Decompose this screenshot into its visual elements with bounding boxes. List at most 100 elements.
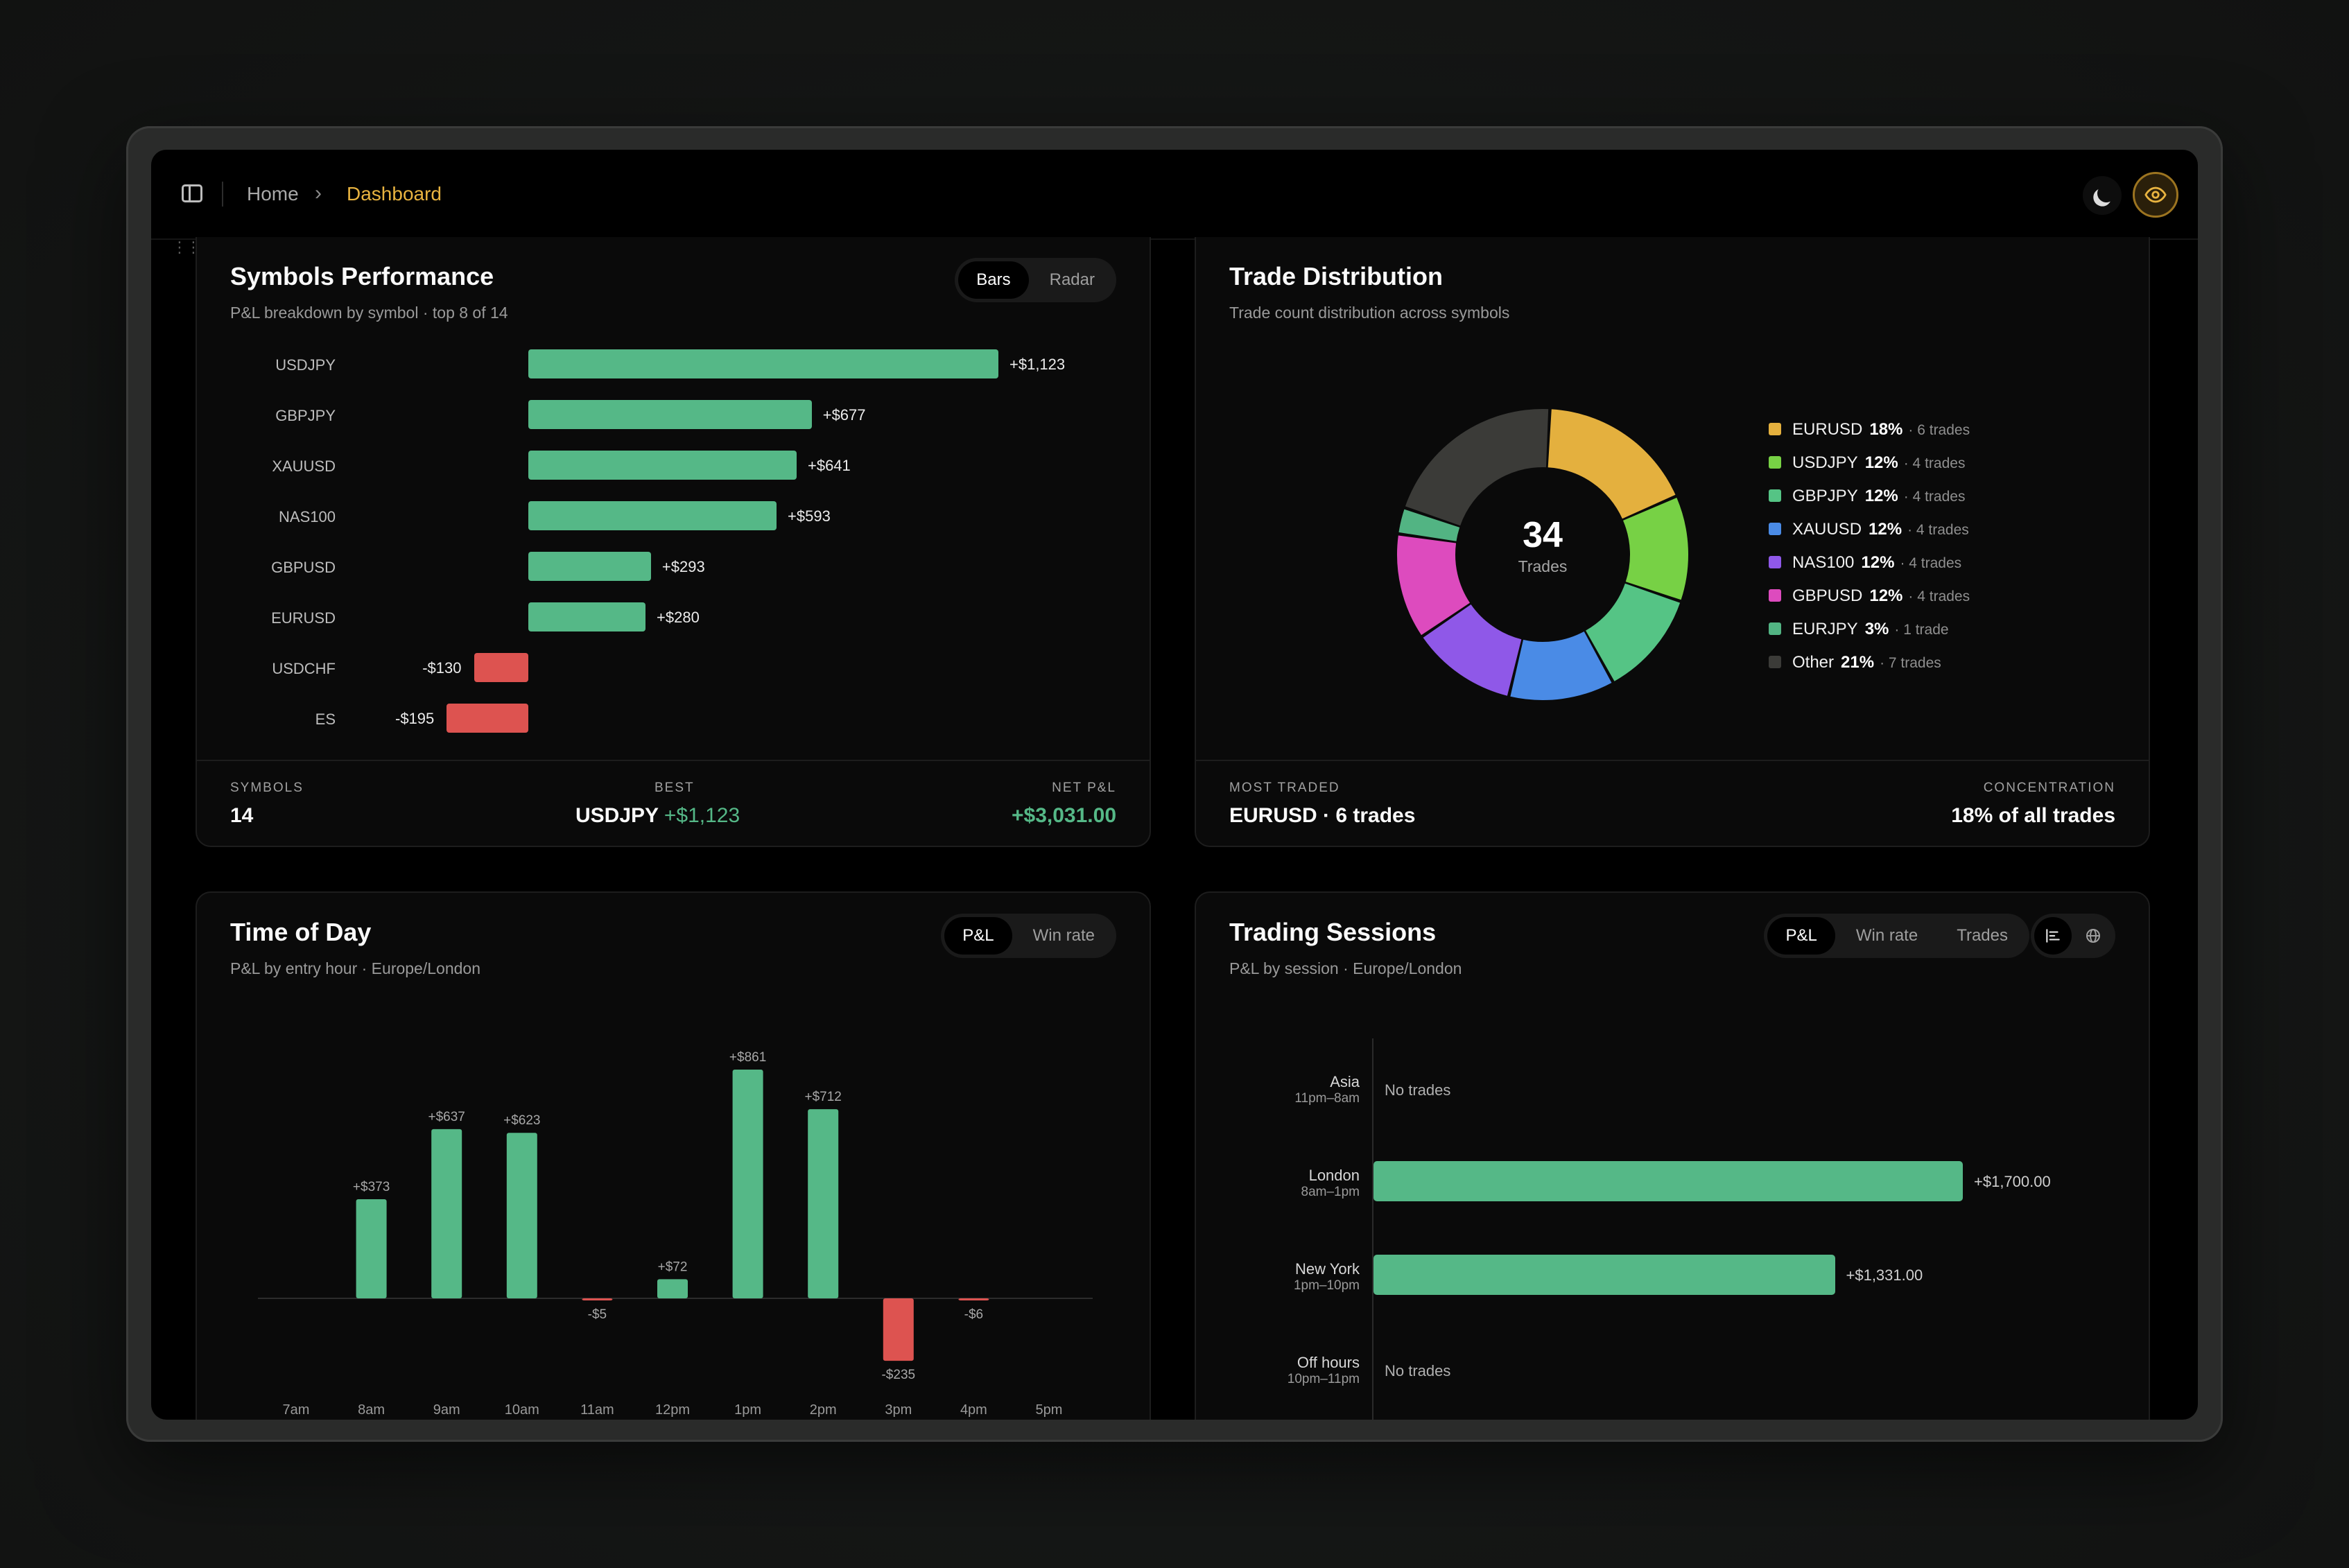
donut-slice-usdjpy[interactable] [1623,498,1688,600]
donut-slice-eurjpy[interactable] [1398,509,1460,541]
bar-view-button[interactable] [2034,917,2072,955]
app-screen: Home › Dashboard ⋮⋮ Symbols Performance … [151,150,2198,1420]
donut-slice-eurusd[interactable] [1548,409,1676,519]
legend-item[interactable]: NAS100 12% · 4 trades [1769,553,1961,581]
breadcrumb-home[interactable]: Home [247,183,299,204]
legend-item[interactable]: EURJPY 3% · 1 trade [1769,620,1949,647]
hour-tick-label: 10am [505,1402,539,1418]
symbol-label: XAUUSD [272,458,336,475]
legend-count: · 4 trades [1903,455,1966,471]
best-symbol: USDJPY [575,804,659,827]
toggle-win-rate[interactable]: Win rate [1855,926,1918,945]
hour-tick-label: 1pm [734,1402,761,1418]
donut-slice-gbpusd[interactable] [1397,535,1471,636]
session-name: Off hours [1297,1354,1360,1371]
symbol-label: GBPUSD [271,559,336,576]
symbols-count: 14 [230,804,254,827]
hour-bar[interactable] [657,1279,688,1298]
card-footer: SYMBOLS 14 BEST USDJPY +$1,123 NET P&L +… [197,760,1150,846]
net-pnl-value: +$3,031.00 [1012,804,1116,827]
sessions-chart: Asia 11pm–8am No trades London 8am–1pm +$1,70… [1196,893,2149,1420]
hour-tick-label: 7am [283,1402,310,1418]
legend-percent: 12% [1861,553,1895,572]
toggle-trades[interactable]: Trades [1957,926,2008,945]
globe-view-button[interactable] [2074,917,2112,955]
drag-handle-icon[interactable]: ⋮⋮ [172,238,201,256]
symbol-bar [528,602,646,631]
trading-sessions-card: Trading Sessions P&L by session · Europe… [1195,891,2150,1420]
bar-chart-icon [2046,929,2060,943]
symbol-label: EURUSD [271,609,336,627]
session-name: New York [1295,1260,1360,1278]
hour-bar[interactable] [431,1129,462,1298]
hour-value-label: +$861 [729,1050,766,1065]
session-bar[interactable] [1373,1255,1835,1295]
legend-item[interactable]: Other 21% · 7 trades [1769,653,1941,681]
toggle-pnl[interactable]: P&L [944,917,1012,955]
total-trades-label: Trades [1518,557,1568,575]
session-value-label: +$1,700.00 [1974,1173,2051,1190]
most-traded-value: EURUSD · 6 trades [1229,804,1416,827]
hour-value-label: -$5 [588,1307,607,1322]
symbols-bar-chart: USDJPY +$1,123 GBPJPY +$677 XAUUSD +$641 NAS10… [197,237,1150,764]
hour-bar[interactable] [883,1298,914,1361]
legend-count: · 4 trades [1903,489,1966,505]
card-subtitle: P&L by session · Europe/London [1229,959,1462,977]
legend-count: · 4 trades [1907,522,1969,538]
toggle-win-rate[interactable]: Win rate [1032,926,1095,945]
legend-swatch [1769,455,1781,469]
toggle-bars[interactable]: Bars [958,261,1029,299]
donut-slice-xauusd[interactable] [1510,631,1612,700]
device-frame: Home › Dashboard ⋮⋮ Symbols Performance … [126,126,2223,1442]
hour-value-label: -$235 [881,1368,915,1382]
legend-item[interactable]: EURUSD 18% · 6 trades [1769,420,1970,448]
most-traded-label: MOST TRADED [1229,781,1340,795]
symbol-label: ES [315,711,336,728]
theme-toggle-button[interactable] [2083,176,2122,215]
hour-bar[interactable] [356,1199,387,1298]
toggle-radar[interactable]: Radar [1049,270,1095,289]
hour-bar[interactable] [506,1133,537,1298]
hour-value-label: +$637 [428,1110,465,1124]
legend-percent: 12% [1864,487,1898,505]
toggle-pnl[interactable]: P&L [1767,917,1835,955]
legend-symbol: EURUSD [1792,420,1863,439]
hour-value-label: +$373 [353,1180,390,1194]
breadcrumb-current: Dashboard [347,183,442,204]
best-value: USDJPY +$1,123 [575,804,740,828]
donut-center: 34 Trades [1459,514,1626,576]
hour-bar[interactable] [958,1298,989,1300]
legend-symbol: NAS100 [1792,553,1855,572]
donut-slice-other[interactable] [1405,409,1549,526]
card-title: Time of Day [230,918,372,946]
symbol-value-label: -$195 [395,710,435,727]
legend-item[interactable]: USDJPY 12% · 4 trades [1769,453,1965,481]
hour-bar[interactable] [732,1070,763,1298]
legend-symbol: Other [1792,653,1835,672]
legend-swatch [1769,622,1781,635]
legend-item[interactable]: GBPUSD 12% · 4 trades [1769,586,1970,614]
symbol-bar [528,552,651,581]
symbols-performance-card: Symbols Performance P&L breakdown by sym… [196,237,1151,847]
hour-bar[interactable] [582,1298,613,1300]
legend-item[interactable]: XAUUSD 12% · 4 trades [1769,520,1969,548]
symbol-bar [447,704,528,733]
concentration-value: 18% of all trades [1951,804,2115,827]
privacy-toggle-button[interactable] [2133,172,2178,218]
hour-bar[interactable] [808,1109,839,1298]
legend-count: · 4 trades [1908,589,1970,604]
card-title: Trading Sessions [1229,918,1437,946]
hour-tick-label: 9am [433,1402,460,1418]
chevron-right-icon: › [315,182,322,204]
session-no-trades: No trades [1385,1362,1451,1379]
symbol-bar [474,653,528,682]
legend-item[interactable]: GBPJPY 12% · 4 trades [1769,487,1965,514]
session-name: Asia [1330,1073,1360,1090]
card-subtitle: Trade count distribution across symbols [1229,304,1510,322]
legend-swatch [1769,522,1781,535]
donut-slice-gbpjpy[interactable] [1586,583,1681,681]
session-bar[interactable] [1373,1161,1963,1201]
donut-slice-nas100[interactable] [1423,604,1522,696]
sidebar-toggle-icon[interactable] [182,184,202,202]
legend-swatch [1769,555,1781,568]
